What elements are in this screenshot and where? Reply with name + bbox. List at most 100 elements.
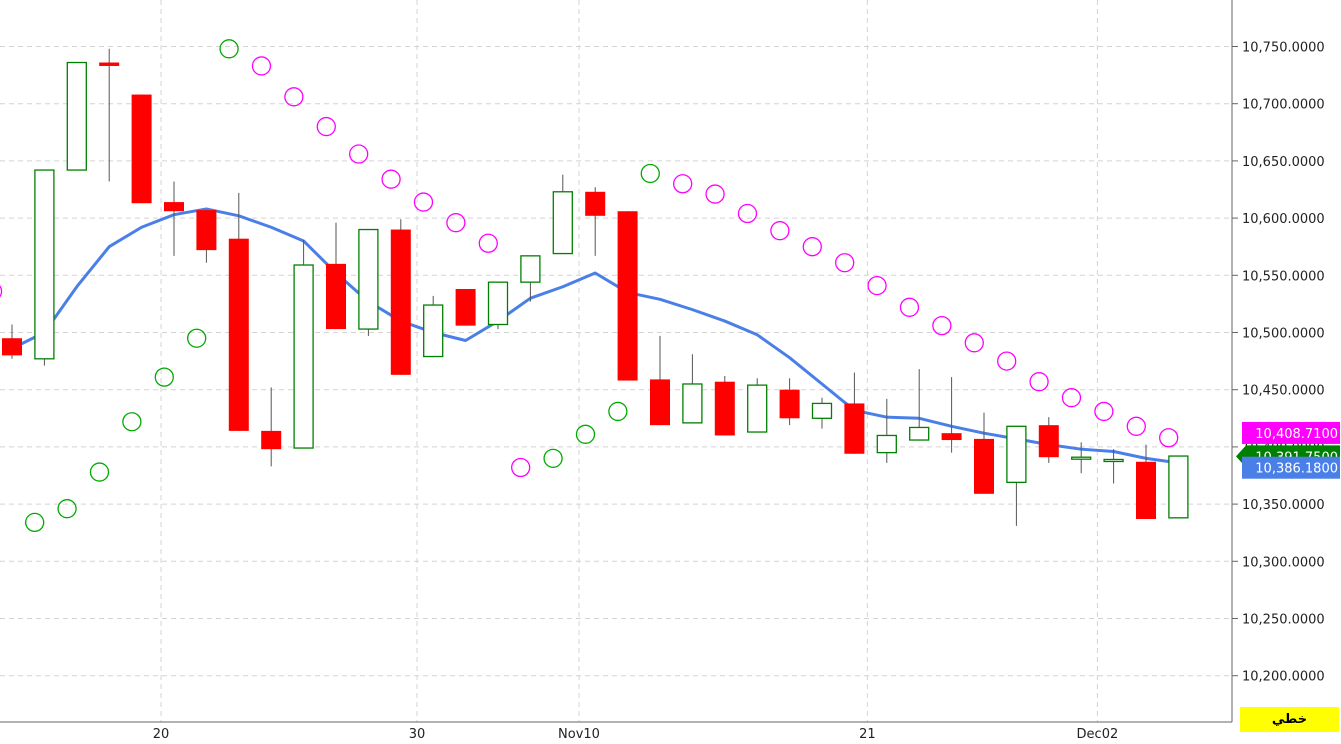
x-tick-label: Nov10 — [558, 727, 600, 742]
sar-point — [802, 237, 822, 257]
sar-point — [57, 499, 77, 519]
candle-body-up — [552, 191, 573, 255]
candle-body-up — [423, 304, 444, 358]
candle-body-down — [261, 430, 282, 450]
badge-shape — [1242, 456, 1340, 479]
candle-body-up — [811, 402, 833, 419]
sar-point — [89, 462, 110, 482]
candle-body-down — [455, 289, 476, 326]
candle-body-down — [974, 438, 994, 494]
candle-body-up — [909, 426, 930, 441]
candle-body-up — [34, 169, 55, 360]
candle-body-down — [99, 62, 120, 66]
badge-shape — [1242, 421, 1340, 444]
sar-point — [899, 297, 920, 317]
sar-point — [478, 233, 498, 253]
candle-body-up — [1103, 458, 1124, 463]
sar-point — [25, 512, 45, 533]
sar-point — [835, 253, 855, 273]
x-tick-label: 20 — [153, 727, 170, 742]
candle-body-down — [779, 389, 800, 419]
candle-body-down — [164, 202, 184, 212]
sar-point — [932, 315, 952, 336]
sar-point — [413, 192, 434, 212]
candle-body-down — [196, 210, 217, 251]
candle-body-up — [66, 61, 87, 171]
sar-point — [349, 144, 369, 164]
sar-point — [640, 163, 660, 184]
sar-point — [997, 351, 1017, 371]
sar-point — [673, 174, 693, 194]
candle-body-up — [682, 383, 703, 424]
candle-body-down — [228, 238, 249, 431]
y-tick-label: 10,750.0000 — [1242, 41, 1325, 56]
sar-point — [575, 424, 596, 444]
candle-body-down — [131, 94, 152, 204]
sar-point — [737, 203, 758, 224]
candle-body-up — [1168, 455, 1189, 519]
sar-point — [608, 401, 628, 422]
candle-body-down — [844, 403, 865, 454]
candles — [2, 48, 1189, 526]
y-tick-label: 10,700.0000 — [1242, 98, 1325, 113]
sar-point — [867, 275, 887, 296]
y-tick-label: 10,200.0000 — [1242, 670, 1325, 685]
y-tick-label: 10,650.0000 — [1242, 155, 1325, 170]
x-tick-label: 30 — [409, 727, 426, 742]
sar-point — [446, 213, 466, 233]
x-tick-label: Dec02 — [1077, 727, 1119, 742]
candle-body-down — [390, 229, 411, 375]
candle-body-down — [714, 381, 735, 436]
sar-point — [187, 328, 207, 348]
candle-body-down — [326, 263, 346, 330]
sar-point — [964, 333, 984, 353]
badge-text: 10,386.1800 — [1255, 462, 1338, 477]
y-tick-label: 10,300.0000 — [1242, 555, 1325, 570]
candle-body-up — [520, 255, 541, 283]
badge-text: 10,408.7100 — [1255, 427, 1338, 442]
candle-body-down — [1136, 461, 1156, 519]
price-badge: 10,408.7100 — [1242, 421, 1340, 444]
sar-point — [1061, 388, 1082, 408]
sar-point — [1094, 401, 1114, 422]
price-badge: 10,386.1800 — [1242, 456, 1340, 479]
candle-body-up — [747, 384, 768, 433]
sar-point — [705, 184, 725, 204]
sar-point — [284, 87, 304, 107]
candle-body-up — [1006, 425, 1027, 484]
sar-point — [381, 169, 401, 189]
sar-point — [1159, 428, 1179, 448]
sar-point — [543, 448, 563, 468]
grid — [0, 0, 1232, 722]
sar-point — [154, 367, 174, 387]
sar-point — [122, 412, 142, 432]
sar-point — [219, 39, 239, 59]
candle-body-up — [1071, 456, 1092, 460]
candle-body-up — [293, 264, 314, 449]
candle-body-down — [650, 379, 670, 426]
candle-body-up — [358, 228, 379, 330]
sar-point — [251, 56, 272, 76]
x-tick-label: 21 — [859, 727, 876, 742]
sar-point — [770, 221, 790, 241]
candle-body-up — [876, 434, 897, 454]
sar-point — [511, 457, 531, 478]
candle-body-down — [2, 338, 22, 356]
y-tick-label: 10,350.0000 — [1242, 498, 1325, 513]
y-tick-label: 10,450.0000 — [1242, 384, 1325, 399]
y-tick-label: 10,550.0000 — [1242, 269, 1325, 284]
y-tick-label: 10,500.0000 — [1242, 327, 1325, 342]
candle-body-down — [585, 191, 606, 216]
scale-type-label[interactable]: خطي — [1240, 707, 1339, 732]
candle-body-down — [1038, 425, 1059, 458]
sar-point — [316, 116, 336, 137]
y-tick-label: 10,600.0000 — [1242, 212, 1325, 227]
candle-body-down — [617, 211, 638, 381]
candle-body-down — [941, 433, 962, 441]
y-tick-label: 10,250.0000 — [1242, 613, 1325, 628]
candle-body-up — [487, 281, 509, 326]
parabolic-sar — [0, 39, 1179, 533]
